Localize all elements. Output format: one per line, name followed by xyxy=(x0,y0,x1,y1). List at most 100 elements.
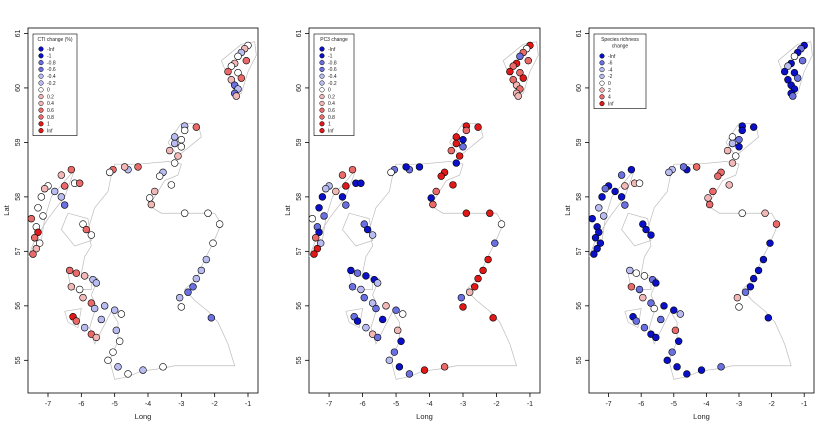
site-point xyxy=(437,172,445,180)
site-point xyxy=(322,185,330,193)
site-point xyxy=(462,209,471,217)
site-point xyxy=(150,187,159,196)
site-point xyxy=(621,182,629,190)
site-point xyxy=(387,168,395,177)
site-point xyxy=(189,283,197,291)
site-point xyxy=(474,123,482,131)
site-point xyxy=(134,163,142,171)
site-point xyxy=(429,200,437,209)
site-point xyxy=(368,231,377,239)
legend-swatch xyxy=(599,73,605,79)
site-point xyxy=(459,143,467,151)
site-point xyxy=(647,299,655,307)
site-point xyxy=(728,139,737,148)
coastline xyxy=(60,212,92,247)
coastline xyxy=(621,212,652,247)
site-point xyxy=(784,62,792,70)
site-point xyxy=(159,363,167,371)
site-point xyxy=(749,123,758,131)
site-point xyxy=(80,272,89,280)
x-tick-label: -7 xyxy=(45,401,51,408)
legend-entry: -0.8 xyxy=(328,60,337,66)
site-point xyxy=(427,194,435,202)
site-point xyxy=(665,168,673,177)
legend-swatch xyxy=(599,53,605,59)
site-point xyxy=(415,163,424,171)
site-point xyxy=(72,269,81,277)
site-point xyxy=(114,363,122,371)
site-point xyxy=(209,239,217,247)
site-point xyxy=(395,363,404,371)
legend-entry: -0.2 xyxy=(328,81,337,87)
x-tick-label: -5 xyxy=(393,401,399,408)
site-point xyxy=(117,310,126,318)
site-point xyxy=(372,304,380,313)
site-point xyxy=(728,133,737,141)
legend-swatch xyxy=(319,60,325,66)
site-point xyxy=(657,315,665,324)
legend-title: CTI change (%) xyxy=(37,37,72,43)
x-tick-label: -4 xyxy=(145,401,151,408)
site-point xyxy=(362,323,370,332)
legend-entry: 0.2 xyxy=(328,94,335,100)
site-point xyxy=(315,204,323,212)
site-point xyxy=(313,244,322,253)
y-axis-label: Lat xyxy=(283,204,292,215)
site-point xyxy=(692,163,701,171)
y-tick-label: 57 xyxy=(15,247,22,255)
site-point xyxy=(598,193,606,201)
x-tick-label: -7 xyxy=(326,401,332,408)
site-point xyxy=(67,165,76,174)
site-point xyxy=(177,303,186,311)
y-tick-label: 56 xyxy=(15,302,22,310)
legend-swatch xyxy=(319,121,325,127)
legend-entry: -0.2 xyxy=(47,81,56,87)
site-point xyxy=(39,212,47,220)
site-point xyxy=(749,274,758,283)
site-point xyxy=(215,220,224,228)
site-point xyxy=(447,146,455,155)
x-tick-label: -5 xyxy=(671,401,677,408)
x-tick-label: -3 xyxy=(460,401,466,408)
site-point xyxy=(112,326,121,335)
legend-swatch xyxy=(599,60,605,66)
y-tick-label: 55 xyxy=(296,356,303,364)
site-point xyxy=(332,187,340,196)
y-tick-label: 57 xyxy=(296,247,303,255)
legend-swatch xyxy=(599,87,605,93)
site-point xyxy=(237,74,246,82)
legend-swatch xyxy=(319,66,325,72)
site-point xyxy=(484,255,492,264)
site-point xyxy=(394,326,402,335)
site-point xyxy=(590,250,598,258)
site-point xyxy=(207,314,216,322)
x-tick-label: -1 xyxy=(527,401,533,408)
y-tick-label: 60 xyxy=(15,84,22,92)
site-point xyxy=(97,315,106,324)
site-point xyxy=(709,187,717,196)
legend-swatch xyxy=(599,80,605,86)
site-point xyxy=(738,126,746,135)
site-point xyxy=(353,317,362,325)
site-point xyxy=(385,356,394,365)
site-point xyxy=(506,67,514,76)
site-point xyxy=(92,279,101,287)
x-tick-label: -2 xyxy=(493,401,499,408)
site-point xyxy=(165,146,174,155)
site-point xyxy=(402,163,410,171)
legend-swatch xyxy=(38,114,44,120)
site-point xyxy=(357,285,365,294)
site-point xyxy=(632,317,640,325)
site-point xyxy=(27,214,36,223)
site-point xyxy=(640,323,649,332)
legend-title: Species richness xyxy=(601,37,639,43)
site-point xyxy=(177,143,186,151)
site-point xyxy=(75,179,84,187)
legend-swatch xyxy=(38,107,44,113)
legend-swatch xyxy=(319,87,325,93)
legend-swatch xyxy=(319,107,325,113)
site-point xyxy=(465,288,474,296)
site-point xyxy=(474,274,482,283)
map-panel: -7 -6 -5 -4 -3 -2 -1 55 56 57 58 59 60 61 Long Lat CTI c… xyxy=(2,27,259,421)
